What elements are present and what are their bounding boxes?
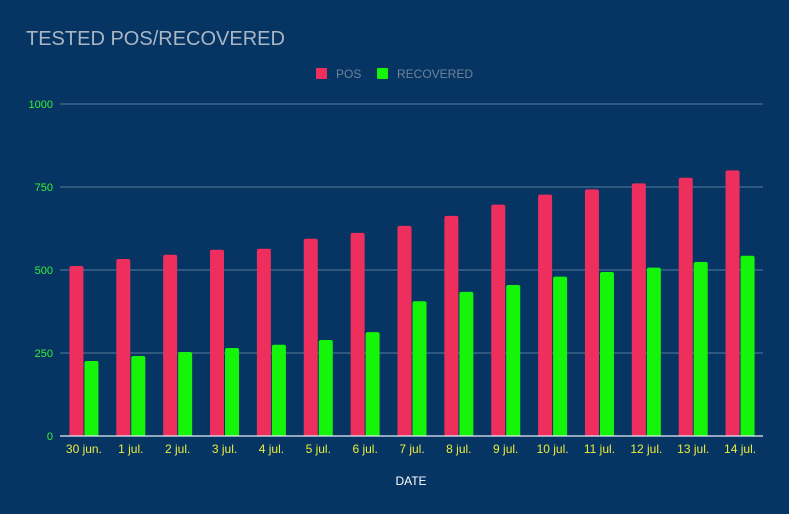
bar-recovered bbox=[365, 332, 380, 436]
x-tick-label: 7 jul. bbox=[399, 442, 424, 456]
y-tick-label: 0 bbox=[47, 431, 53, 443]
y-axis-ticks: 0 250 500 750 1000 bbox=[29, 99, 53, 443]
bar-recovered bbox=[178, 352, 193, 436]
bar-pos bbox=[303, 238, 318, 436]
bar-recovered bbox=[318, 340, 333, 436]
bar-recovered bbox=[412, 301, 427, 436]
x-tick-label: 10 jul. bbox=[537, 442, 569, 456]
x-tick-label: 6 jul. bbox=[352, 442, 377, 456]
x-tick-label: 2 jul. bbox=[165, 442, 190, 456]
bar-pos bbox=[444, 215, 459, 436]
bar-pos bbox=[163, 254, 178, 436]
x-tick-label: 1 jul. bbox=[118, 442, 143, 456]
x-tick-label: 30 jun. bbox=[66, 442, 102, 456]
y-tick-label: 500 bbox=[35, 265, 53, 277]
bar-pos bbox=[584, 189, 599, 436]
x-tick-label: 11 jul. bbox=[584, 442, 615, 456]
bar-recovered bbox=[131, 355, 146, 436]
legend-swatch-pos bbox=[316, 68, 327, 79]
bar-recovered bbox=[553, 276, 568, 436]
bar-pos bbox=[210, 249, 225, 436]
x-tick-label: 3 jul. bbox=[212, 442, 237, 456]
bar-recovered bbox=[740, 255, 755, 436]
x-tick-label: 14 jul. bbox=[724, 442, 756, 456]
legend: POS RECOVERED bbox=[316, 67, 473, 81]
bar-recovered bbox=[459, 291, 474, 436]
bar-pos bbox=[256, 248, 271, 436]
y-tick-label: 1000 bbox=[29, 99, 53, 111]
x-tick-label: 5 jul. bbox=[306, 442, 331, 456]
y-tick-label: 250 bbox=[35, 348, 53, 360]
x-axis-ticks: 30 jun. 1 jul. 2 jul. 3 jul. 4 jul. 5 jul. 6 j… bbox=[66, 442, 756, 456]
legend-swatch-recovered bbox=[377, 68, 388, 79]
bar-recovered bbox=[271, 344, 286, 436]
bar-recovered bbox=[693, 262, 708, 436]
bar-recovered bbox=[506, 284, 521, 436]
legend-label-pos: POS bbox=[336, 67, 361, 81]
bar-pos bbox=[491, 204, 506, 436]
bar-pos bbox=[725, 170, 740, 436]
x-tick-label: 13 jul. bbox=[677, 442, 709, 456]
legend-label-recovered: RECOVERED bbox=[397, 67, 473, 81]
x-tick-label: 12 jul. bbox=[630, 442, 662, 456]
bar-pos bbox=[631, 183, 646, 436]
bar-pos bbox=[69, 266, 84, 436]
chart-title: TESTED POS/RECOVERED bbox=[26, 28, 285, 50]
x-tick-label: 8 jul. bbox=[446, 442, 471, 456]
x-axis-label: DATE bbox=[395, 474, 426, 488]
bar-recovered bbox=[84, 360, 99, 436]
bar-pos bbox=[538, 194, 553, 436]
bar-pos bbox=[350, 232, 365, 436]
x-tick-label: 4 jul. bbox=[259, 442, 284, 456]
bar-recovered bbox=[225, 348, 240, 436]
bar-pos bbox=[397, 225, 412, 436]
bar-recovered bbox=[599, 271, 614, 436]
bar-pos bbox=[116, 259, 131, 436]
bar-recovered bbox=[646, 267, 661, 436]
bars bbox=[69, 170, 755, 437]
bar-pos bbox=[678, 177, 693, 437]
y-tick-label: 750 bbox=[35, 182, 53, 194]
x-tick-label: 9 jul. bbox=[493, 442, 518, 456]
